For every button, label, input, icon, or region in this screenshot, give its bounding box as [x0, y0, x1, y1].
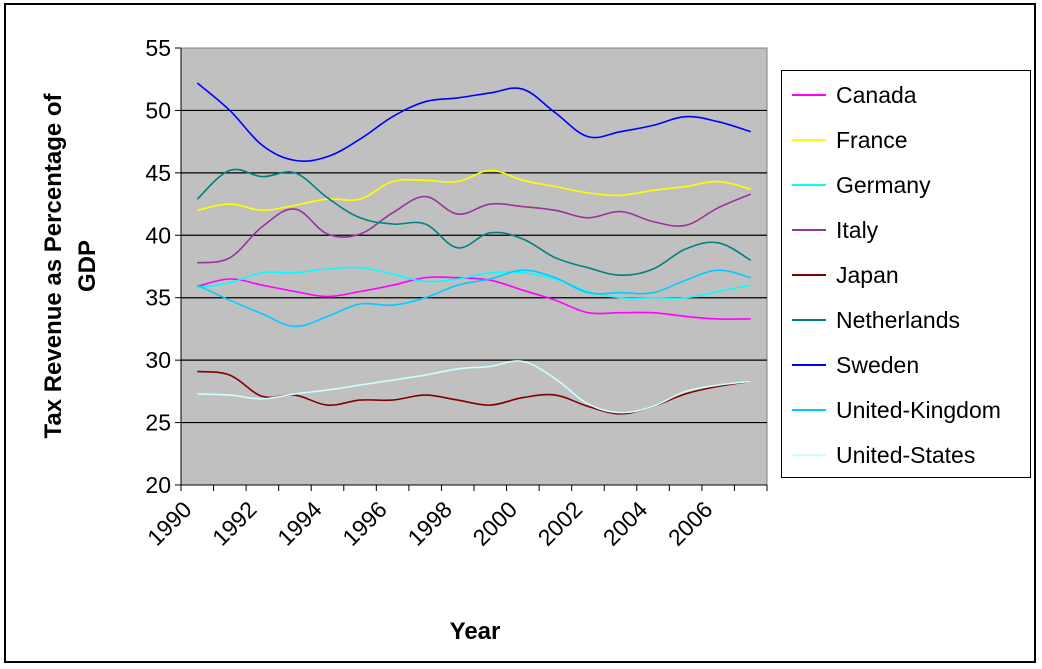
y-tick-label: 30	[145, 347, 171, 373]
legend-swatch-netherlands	[792, 319, 826, 321]
legend-item-united-states: United-States	[782, 433, 1030, 477]
legend-swatch-canada	[792, 94, 826, 96]
series-line-france	[197, 169, 751, 212]
y-tick-label: 20	[145, 472, 171, 498]
legend-label: United-States	[836, 441, 976, 468]
x-tick-label: 2002	[533, 496, 588, 551]
legend-swatch-sweden	[792, 364, 826, 366]
legend-label: Sweden	[836, 351, 920, 378]
y-axis-label: Tax Revenue as Percentage of	[40, 92, 67, 438]
x-tick-label: 1990	[142, 496, 197, 551]
series-line-canada	[197, 276, 751, 320]
legend-label: Canada	[836, 81, 917, 108]
x-tick-label: 2000	[468, 496, 523, 551]
y-tick-label: 25	[145, 410, 171, 436]
legend-swatch-france	[792, 139, 826, 141]
y-tick-label: 40	[145, 222, 171, 248]
y-axis-label-group: Tax Revenue as Percentage of GDP	[40, 92, 101, 438]
legend-item-germany: Germany	[782, 163, 1030, 207]
legend-label: United-Kingdom	[836, 396, 1001, 423]
legend-swatch-germany	[792, 184, 826, 186]
legend-item-united-kingdom: United-Kingdom	[782, 388, 1030, 432]
x-tick-label: 1996	[337, 496, 392, 551]
y-tick-label: 35	[145, 285, 171, 311]
series-line-italy	[197, 193, 752, 264]
series-line-germany	[197, 266, 751, 299]
legend: Canada France Germany Italy Japan Netherlands…	[781, 70, 1031, 478]
legend-item-sweden: Sweden	[782, 343, 1030, 387]
x-axis-ticks: 1990 1992 1994 1996 1998 2000 2002 2004 2006	[142, 485, 768, 551]
x-tick-label: 1998	[402, 496, 457, 551]
series-lines	[196, 82, 752, 415]
legend-item-france: France	[782, 118, 1030, 162]
legend-label: Japan	[836, 261, 899, 288]
series-line-sweden	[196, 82, 751, 162]
plot-area	[180, 47, 768, 486]
legend-item-japan: Japan	[782, 253, 1030, 297]
x-tick-label: 1992	[207, 496, 262, 551]
legend-label: France	[836, 126, 908, 153]
y-tick-label: 55	[145, 35, 171, 61]
legend-swatch-united-kingdom	[792, 409, 826, 411]
x-axis-label: Year	[450, 618, 501, 645]
y-tick-label: 45	[145, 160, 171, 186]
x-tick-label: 2004	[598, 496, 653, 551]
y-axis-ticks: 20 25 30 35 40 45 50 55	[145, 35, 181, 498]
series-line-united-states	[197, 360, 751, 414]
legend-item-italy: Italy	[782, 208, 1030, 252]
series-line-united-kingdom	[196, 269, 751, 328]
x-tick-label: 2006	[663, 496, 718, 551]
legend-label: Germany	[836, 171, 931, 198]
legend-swatch-japan	[792, 274, 826, 276]
x-tick-label: 1994	[272, 496, 327, 551]
y-axis-label-line2: GDP	[74, 240, 101, 292]
legend-swatch-united-states	[792, 454, 826, 456]
series-line-netherlands	[196, 168, 752, 277]
legend-item-netherlands: Netherlands	[782, 298, 1030, 342]
legend-label: Netherlands	[836, 306, 961, 333]
legend-swatch-italy	[792, 229, 826, 231]
legend-label: Italy	[836, 216, 879, 243]
legend-item-canada: Canada	[782, 73, 1030, 117]
y-tick-label: 50	[145, 97, 171, 123]
